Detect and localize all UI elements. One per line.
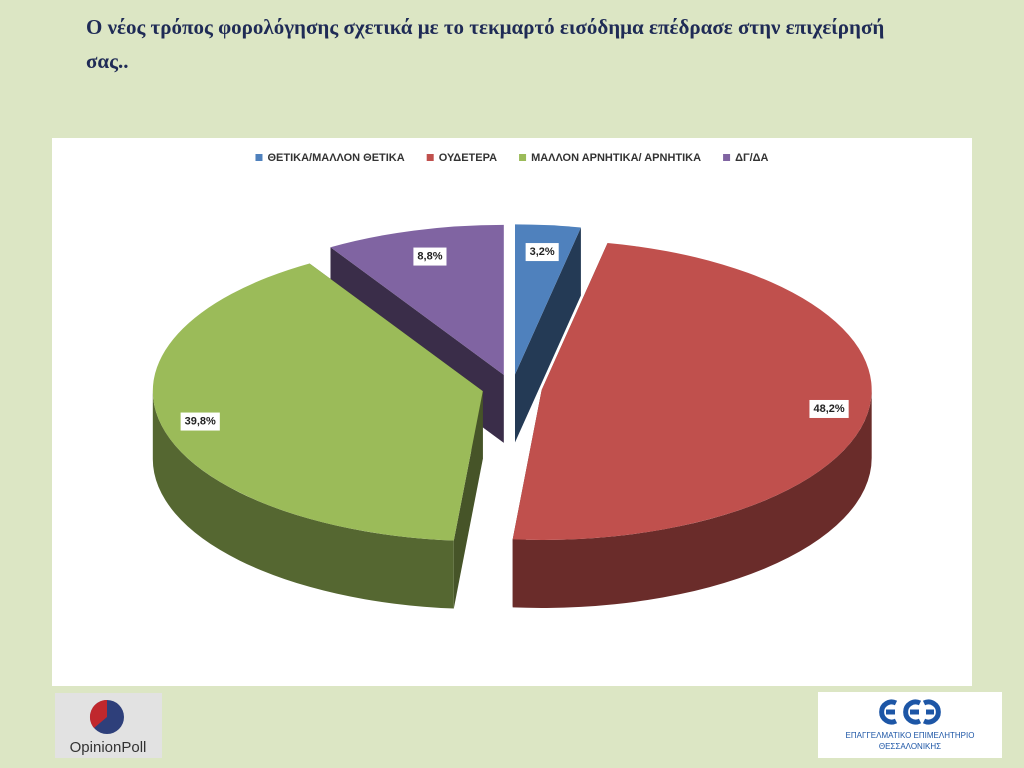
value-label: 48,2% <box>813 403 844 415</box>
logo-graphic: ΕΠΑΓΓΕΛΜΑΤΙΚΟ ΕΠΙΜΕΛΗΤΗΡΙΟ ΘΕΣΣΑΛΟΝΙΚΗΣ <box>846 699 975 751</box>
pie <box>152 224 872 609</box>
value-label: 3,2% <box>530 246 555 258</box>
legend-swatch <box>519 154 527 161</box>
logo-graphic: OpinionPoll <box>70 699 147 756</box>
value-label: 39,8% <box>185 415 216 427</box>
chamber-logo: ΕΠΑΓΓΕΛΜΑΤΙΚΟ ΕΠΙΜΕΛΗΤΗΡΙΟ ΘΕΣΣΑΛΟΝΙΚΗΣ <box>818 692 1002 758</box>
value-label-box <box>180 412 220 431</box>
pie-slice <box>152 263 483 541</box>
slice-cut-face <box>515 227 581 443</box>
legend-swatch <box>426 154 434 161</box>
legend-label: ΘΕΤΙΚΑ/ΜΑΛΛΟΝ ΘΕΤΙΚΑ <box>267 152 404 164</box>
value-label: 8,8% <box>417 250 442 262</box>
value-labels: 3,2% 48,2% 39,8% 8,8% <box>180 243 849 431</box>
legend-label: ΜΑΛΛΟΝ ΑΡΝΗΤΙΚΑ/ ΑΡΝΗΤΙΚΑ <box>531 152 701 164</box>
slide-title: Ο νέος τρόπος φορολόγησης σχετικά με το … <box>86 15 885 73</box>
legend: ΘΕΤΙΚΑ/ΜΑΛΛΟΝ ΘΕΤΙΚΑ ΟΥΔΕΤΕΡΑ ΜΑΛΛΟΝ ΑΡΝΗΤ… <box>255 152 769 164</box>
legend-label: ΔΓ/ΔΑ <box>735 152 768 164</box>
pie-slice <box>515 224 581 375</box>
legend-swatch <box>723 154 731 161</box>
legend-label: ΟΥΔΕΤΕΡΑ <box>439 152 497 164</box>
pie-slice <box>330 224 504 375</box>
logo-wedge <box>89 699 107 728</box>
value-label-box <box>413 247 447 266</box>
logo-text: ΘΕΣΣΑΛΟΝΙΚΗΣ <box>879 742 941 751</box>
value-label-box <box>809 399 849 418</box>
logo-mark <box>879 699 941 725</box>
slice-side <box>152 391 454 609</box>
pie-slice <box>512 242 872 540</box>
opinionpoll-logo: OpinionPoll <box>55 693 162 758</box>
legend-swatch <box>255 154 263 161</box>
slice-side <box>512 389 872 608</box>
value-label-box <box>525 243 559 262</box>
logo-text: ΕΠΑΓΓΕΛΜΑΤΙΚΟ ΕΠΙΜΕΛΗΤΗΡΙΟ <box>846 731 975 740</box>
logo-text: OpinionPoll <box>70 739 147 756</box>
chart: ΘΕΤΙΚΑ/ΜΑΛΛΟΝ ΘΕΤΙΚΑ ΟΥΔΕΤΕΡΑ ΜΑΛΛΟΝ ΑΡΝΗΤ… <box>52 138 972 686</box>
